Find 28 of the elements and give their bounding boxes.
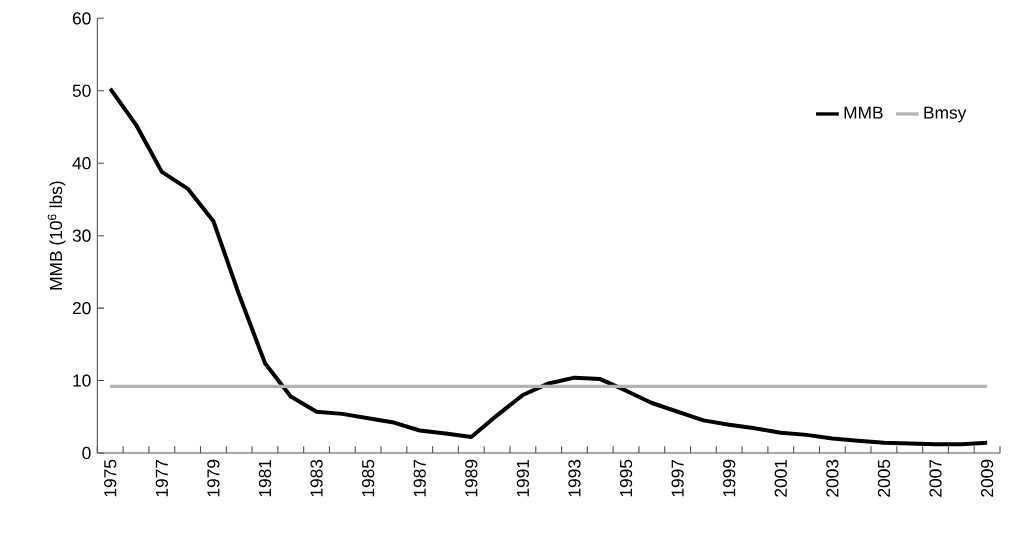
y-tick-label: 60 (72, 12, 91, 25)
y-axis-title: MMB (10$^{6}$ lbs) (47, 181, 66, 290)
x-tick-label: 2007 (929, 459, 942, 497)
x-tick-label: 1983 (310, 459, 323, 497)
x-tick-label: 1975 (104, 459, 117, 497)
y-tick-label: 50 (72, 84, 91, 97)
legend-label: Bmsy (924, 106, 967, 123)
y-tick-label: 10 (73, 374, 91, 387)
x-tick-label: 1997 (671, 459, 684, 497)
x-tick-label: 1989 (465, 459, 478, 497)
legend-label: MMB (844, 106, 883, 119)
y-tick-label: 40 (72, 157, 91, 170)
x-tick-label: 1991 (516, 459, 530, 497)
y-tick-label: 20 (72, 301, 91, 315)
x-tick-label: 1999 (723, 459, 736, 497)
x-tick-label: 1981 (258, 459, 272, 497)
x-tick-label: 1985 (362, 459, 375, 497)
x-tick-label: 2005 (877, 459, 891, 497)
y-tick-label: 0 (82, 446, 91, 460)
y-tick-label: 30 (72, 229, 91, 242)
x-tick-label: 1987 (413, 459, 426, 497)
x-tick-label: 2003 (826, 459, 839, 497)
x-tick-label: 2009 (980, 459, 994, 497)
x-tick-label: 1995 (619, 459, 633, 497)
x-tick-label: 1993 (568, 459, 581, 497)
x-tick-label: 1979 (207, 459, 220, 497)
x-tick-label: 2001 (774, 459, 787, 497)
x-tick-label: 1977 (155, 459, 168, 497)
